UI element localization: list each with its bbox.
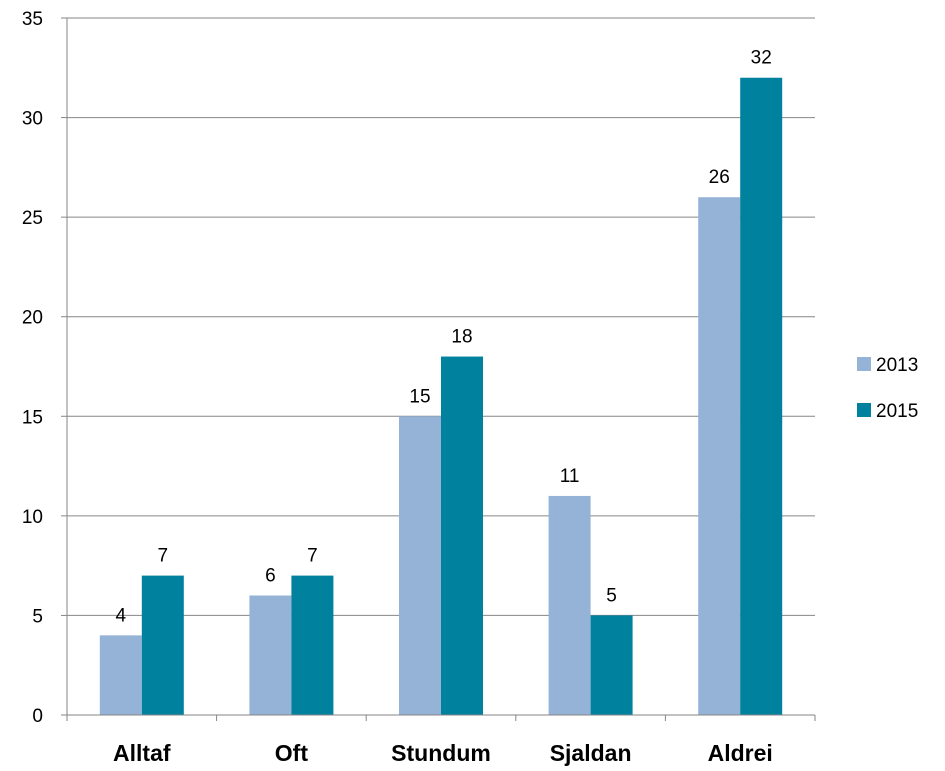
bar-alltaf-2013 xyxy=(99,635,142,715)
x-category-label: Stundum xyxy=(391,740,491,766)
data-label: 18 xyxy=(451,327,472,348)
x-category-label: Oft xyxy=(275,740,309,766)
legend-label: 2015 xyxy=(876,401,918,422)
data-label: 32 xyxy=(751,48,772,69)
legend-swatch-2013 xyxy=(857,357,871,371)
data-label: 7 xyxy=(158,546,169,567)
y-tick-label: 10 xyxy=(22,507,43,528)
data-label: 6 xyxy=(265,566,276,587)
y-tick-label: 0 xyxy=(32,706,43,727)
bar-oft-2013 xyxy=(249,595,292,715)
bar-sjaldan-2013 xyxy=(548,495,591,715)
axes xyxy=(61,17,816,721)
y-tick-label: 15 xyxy=(22,407,43,428)
data-label: 4 xyxy=(116,605,127,626)
data-label: 15 xyxy=(409,386,430,407)
bar-aldrei-2015 xyxy=(740,77,783,715)
x-category-label: Alltaf xyxy=(113,740,171,766)
legend-swatch-2015 xyxy=(857,403,871,417)
bar-sjaldan-2015 xyxy=(590,615,633,715)
data-label: 5 xyxy=(606,585,617,606)
bar-alltaf-2015 xyxy=(141,575,184,715)
y-tick-label: 20 xyxy=(22,308,43,329)
x-category-label: Aldrei xyxy=(708,740,773,766)
bar-aldrei-2013 xyxy=(698,197,741,715)
bar-stundum-2015 xyxy=(441,356,483,715)
data-label: 11 xyxy=(560,466,580,487)
y-tick-label: 25 xyxy=(22,208,43,229)
y-tick-labels: 0 5 10 15 20 25 30 35 xyxy=(22,9,43,727)
x-category-label: Sjaldan xyxy=(550,740,632,766)
y-tick-label: 30 xyxy=(22,109,43,130)
y-tick-label: 35 xyxy=(22,9,43,30)
data-label: 26 xyxy=(709,167,730,188)
legend-label: 2013 xyxy=(876,355,918,376)
data-label: 7 xyxy=(307,546,318,567)
legend: 2013 2015 xyxy=(857,355,918,422)
x-category-labels: Alltaf Oft Stundum Sjaldan Aldrei xyxy=(113,740,773,766)
data-labels: 4 7 6 7 15 18 11 5 26 32 xyxy=(116,48,772,627)
bars xyxy=(99,77,783,715)
y-tick-label: 5 xyxy=(32,606,43,627)
bar-stundum-2013 xyxy=(399,416,441,715)
bar-oft-2015 xyxy=(291,575,334,715)
